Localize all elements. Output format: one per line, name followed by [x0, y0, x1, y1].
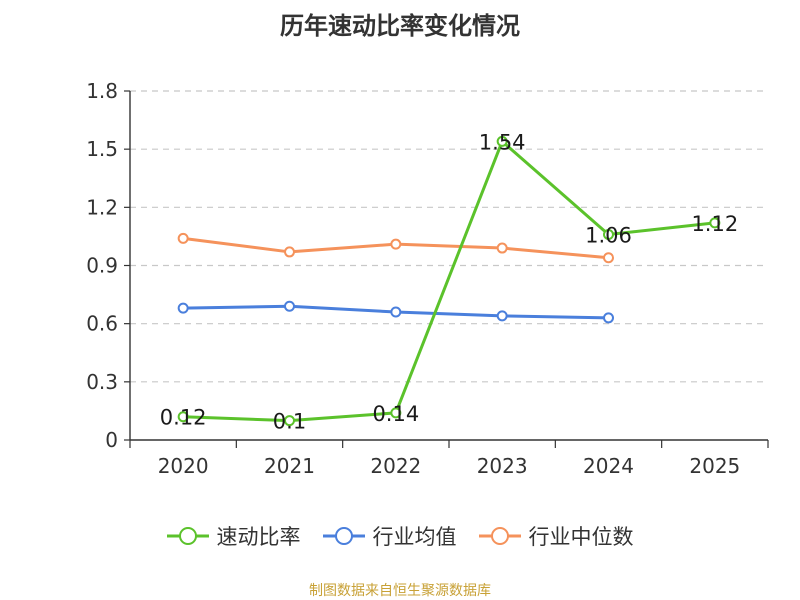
y-tick-label: 0: [105, 428, 118, 452]
data-label: 1.12: [691, 212, 738, 236]
y-tick-label: 1.8: [86, 79, 118, 103]
legend-swatch-quick-ratio: [166, 527, 209, 545]
data-label: 0.12: [160, 406, 207, 430]
data-point[interactable]: [390, 407, 402, 419]
data-point[interactable]: [603, 312, 614, 324]
source-note: 制图数据来自恒生聚源数据库: [309, 583, 491, 599]
data-point[interactable]: [177, 232, 189, 244]
data-point[interactable]: [284, 415, 295, 427]
data-label: 0.14: [372, 402, 419, 426]
data-point[interactable]: [709, 217, 721, 229]
y-tick-label: 1.2: [86, 195, 118, 219]
legend-swatch-industry-avg: [322, 527, 365, 545]
y-tick-label: 1.5: [86, 137, 118, 161]
series-group: [177, 135, 721, 427]
data-point[interactable]: [284, 300, 295, 312]
data-point[interactable]: [496, 242, 508, 254]
data-point[interactable]: [177, 302, 189, 314]
y-tick-label: 0.6: [86, 312, 118, 336]
legend: 速动比率 行业均值 行业中位数: [0, 520, 800, 552]
x-tick-label: 2020: [158, 454, 209, 478]
x-tick-label: 2023: [477, 454, 528, 478]
x-tick-label: 2025: [689, 454, 740, 478]
data-point[interactable]: [496, 135, 508, 147]
y-tick-label: 0.3: [86, 370, 118, 394]
legend-item-quick-ratio[interactable]: 速动比率: [166, 521, 301, 551]
data-point[interactable]: [390, 306, 402, 318]
data-point[interactable]: [390, 238, 402, 250]
data-label: 1.06: [585, 223, 632, 247]
x-tick-label: 2021: [264, 454, 315, 478]
data-point[interactable]: [496, 310, 508, 322]
legend-item-industry-median[interactable]: 行业中位数: [478, 521, 634, 551]
data-point[interactable]: [603, 252, 614, 264]
axes: 0 0.3 0.6 0.9 1.2 1.5 1.8 2020 2021 2022 2023 2024 2…: [86, 79, 769, 478]
y-tick-label: 0.9: [86, 254, 118, 278]
data-point[interactable]: [603, 228, 614, 240]
data-labels: 0.12 0.1 0.14 1.54 1.06 1.12: [160, 130, 738, 433]
legend-label-industry-avg: 行业均值: [372, 525, 457, 549]
legend-label-industry-median: 行业中位数: [528, 525, 634, 549]
chart-title: 历年速动比率变化情况: [280, 12, 520, 40]
legend-item-industry-avg[interactable]: 行业均值: [322, 521, 457, 551]
legend-swatch-industry-median: [478, 527, 521, 545]
data-point[interactable]: [177, 411, 189, 423]
data-point[interactable]: [284, 246, 295, 258]
data-label: 1.54: [479, 130, 526, 154]
legend-label-quick-ratio: 速动比率: [216, 525, 301, 549]
x-tick-label: 2024: [583, 454, 634, 478]
x-tick-label: 2022: [370, 454, 421, 478]
series-line-0: [183, 139, 715, 423]
data-label: 0.1: [273, 410, 306, 434]
grid-lines: [130, 90, 768, 383]
